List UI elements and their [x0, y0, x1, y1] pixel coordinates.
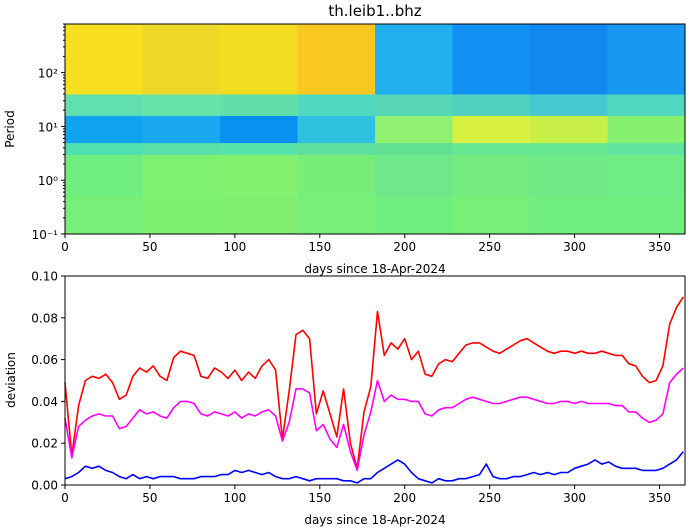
heatmap-cell	[375, 196, 453, 235]
heatmap-cell	[220, 94, 298, 116]
heatmap-cell	[530, 142, 608, 155]
heatmap-x-axis: 0 50 100 150 200 250 300 350	[61, 234, 671, 254]
line-x-tick-label: 250	[478, 491, 501, 505]
line-y-tick-label: 0.00	[31, 479, 58, 493]
heatmap-cell	[607, 115, 686, 144]
heatmap-cells	[65, 24, 686, 235]
heatmap-y-axis: 10⁻¹ 10⁰ 10¹ 10²	[32, 23, 65, 242]
heatmap-cell	[452, 24, 531, 95]
heatmap-cell	[220, 24, 298, 95]
heatmap-cell	[607, 94, 686, 116]
heatmap-y-tick-label: 10⁰	[38, 174, 58, 188]
heatmap-cell	[297, 196, 376, 235]
heatmap-cell	[142, 196, 221, 235]
heatmap-title: th.leib1..bhz	[328, 2, 421, 20]
heatmap-cell	[375, 115, 453, 144]
line-x-tick-label: 150	[308, 491, 331, 505]
heatmap-cell	[142, 115, 221, 144]
heatmap-x-tick-label: 100	[223, 240, 246, 254]
line-y-tick-label: 0.08	[31, 311, 58, 325]
line-x-tick-label: 350	[648, 491, 671, 505]
heatmap-x-tick-label: 150	[308, 240, 331, 254]
heatmap-cell	[297, 24, 376, 95]
heatmap-x-tick-label: 250	[478, 240, 501, 254]
heatmap-cell	[452, 196, 531, 235]
line-x-tick-label: 200	[393, 491, 416, 505]
line-x-tick-label: 50	[142, 491, 157, 505]
heatmap-cell	[375, 154, 453, 197]
heatmap-cell	[297, 142, 376, 155]
line-x-axis: 0 50 100 150 200 250 300 350	[61, 485, 671, 505]
heatmap-cell	[375, 94, 453, 116]
line-series-group	[64, 296, 684, 484]
heatmap-cell	[530, 154, 608, 197]
line-y-tick-label: 0.02	[31, 437, 58, 451]
heatmap-cell	[65, 154, 143, 197]
line-x-tick-label: 0	[61, 491, 69, 505]
line-x-tick-label: 300	[563, 491, 586, 505]
heatmap-cell	[452, 154, 531, 197]
spectrogram-panel: th.leib1..bhz 0 50 100 150 200 250 300 350 10⁻¹…	[3, 2, 686, 276]
heatmap-cell	[65, 196, 143, 235]
line-y-axis: 0.00 0.02 0.04 0.06 0.08 0.10	[31, 270, 65, 493]
heatmap-cell	[220, 154, 298, 197]
line-series-3	[64, 451, 684, 484]
heatmap-y-axis-label: Period	[3, 110, 17, 147]
heatmap-cell	[375, 24, 453, 95]
heatmap-cell	[607, 142, 686, 155]
heatmap-x-tick-label: 200	[393, 240, 416, 254]
line-y-tick-label: 0.04	[31, 395, 58, 409]
heatmap-cell	[530, 196, 608, 235]
heatmap-x-tick-label: 0	[61, 240, 69, 254]
heatmap-cell	[142, 154, 221, 197]
deviation-panel: 0 50 100 150 200 250 300 350 0.000.020.040.060.…	[4, 270, 686, 527]
heatmap-cell	[65, 94, 143, 116]
heatmap-cell	[297, 94, 376, 116]
heatmap-cell	[142, 24, 221, 95]
heatmap-cell	[220, 196, 298, 235]
line-plot-frame	[64, 275, 686, 486]
heatmap-cell	[452, 94, 531, 116]
heatmap-cell	[530, 115, 608, 144]
line-x-tick-label: 100	[223, 491, 246, 505]
line-y-tick-label: 0.06	[31, 353, 58, 367]
line-y-tick-label: 0.10	[31, 270, 58, 284]
heatmap-cell	[142, 94, 221, 116]
heatmap-cell	[142, 142, 221, 155]
heatmap-y-tick-label: 10¹	[38, 120, 58, 134]
line-y-axis-label: deviation	[4, 352, 18, 408]
heatmap-cell	[220, 115, 298, 144]
heatmap-cell	[452, 115, 531, 144]
heatmap-x-tick-label: 350	[648, 240, 671, 254]
heatmap-x-axis-label: days since 18-Apr-2024	[304, 262, 445, 276]
heatmap-cell	[452, 142, 531, 155]
line-x-axis-label: days since 18-Apr-2024	[304, 513, 445, 527]
heatmap-cell	[65, 115, 143, 144]
heatmap-y-tick-label: 10²	[38, 67, 58, 81]
heatmap-cell	[375, 142, 453, 155]
heatmap-x-tick-label: 50	[142, 240, 157, 254]
heatmap-cell	[65, 24, 143, 95]
heatmap-cell	[530, 24, 608, 95]
heatmap-cell	[607, 154, 686, 197]
heatmap-cell	[297, 115, 376, 144]
heatmap-y-tick-label: 10⁻¹	[32, 228, 59, 242]
line-series-2	[64, 367, 684, 472]
heatmap-cell	[607, 24, 686, 95]
heatmap-cell	[530, 94, 608, 116]
heatmap-x-tick-label: 300	[563, 240, 586, 254]
heatmap-cell	[297, 154, 376, 197]
line-series-1	[64, 296, 684, 470]
heatmap-cell	[607, 196, 686, 235]
heatmap-cell	[220, 142, 298, 155]
heatmap-cell	[65, 142, 143, 155]
